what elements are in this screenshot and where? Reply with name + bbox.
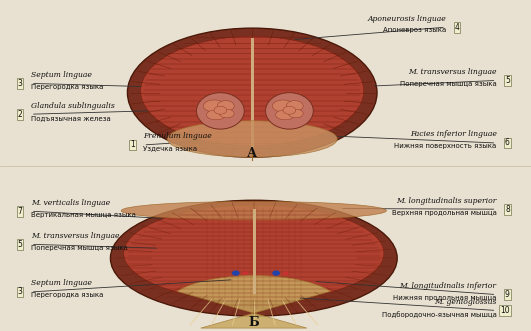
Ellipse shape [272, 100, 294, 112]
Circle shape [273, 271, 279, 275]
Ellipse shape [203, 100, 225, 112]
Text: Нижняя поверхность языка: Нижняя поверхность языка [394, 143, 496, 149]
Ellipse shape [124, 205, 384, 301]
Ellipse shape [266, 93, 313, 129]
Text: Подъязычная железа: Подъязычная железа [31, 115, 110, 120]
Text: А: А [247, 147, 258, 161]
Ellipse shape [276, 110, 295, 120]
Ellipse shape [167, 121, 337, 157]
Ellipse shape [141, 36, 364, 146]
Ellipse shape [127, 28, 377, 157]
Text: Перегородка языка: Перегородка языка [31, 84, 103, 90]
Ellipse shape [110, 200, 397, 316]
Text: 9: 9 [505, 290, 510, 299]
Ellipse shape [214, 106, 227, 114]
Text: 4: 4 [455, 23, 459, 32]
Circle shape [243, 272, 247, 274]
Text: 7: 7 [18, 207, 22, 216]
Text: M. verticalis linguae: M. verticalis linguae [31, 199, 110, 207]
Text: 5: 5 [505, 76, 510, 85]
Ellipse shape [219, 109, 234, 118]
Ellipse shape [121, 201, 387, 220]
Text: Facies inferior linguae: Facies inferior linguae [409, 130, 496, 138]
Polygon shape [177, 276, 330, 328]
Text: M. longitudinalis superior: M. longitudinalis superior [396, 197, 496, 205]
Text: Перегородка языка: Перегородка языка [31, 292, 103, 298]
Text: Вертикальная мышца языка: Вертикальная мышца языка [31, 212, 136, 217]
Text: Frenulum linguae: Frenulum linguae [143, 132, 212, 140]
Text: Поперечная мышца языка: Поперечная мышца языка [31, 245, 127, 251]
Ellipse shape [217, 101, 234, 111]
Text: 8: 8 [505, 205, 510, 214]
Ellipse shape [149, 41, 356, 137]
Circle shape [284, 272, 288, 274]
Text: Glandula sublingualis: Glandula sublingualis [31, 102, 115, 110]
Text: 5: 5 [18, 240, 22, 249]
Text: 3: 3 [18, 287, 22, 297]
Text: 10: 10 [500, 306, 510, 315]
Text: Нижняя продольная мышца: Нижняя продольная мышца [393, 295, 496, 301]
Text: 2: 2 [18, 110, 22, 119]
Text: M. genioglossus: M. genioglossus [434, 298, 496, 306]
Text: M. transversus linguae: M. transversus linguae [408, 68, 496, 76]
Text: Уздечка языка: Уздечка языка [143, 145, 198, 151]
Text: M. longitudinalis inferior: M. longitudinalis inferior [399, 282, 496, 290]
Text: Б: Б [249, 316, 259, 329]
Text: Septum linguae: Septum linguae [31, 279, 92, 287]
Ellipse shape [207, 110, 226, 120]
Circle shape [233, 271, 239, 275]
Text: Aponeurosis linguae: Aponeurosis linguae [367, 15, 446, 23]
Ellipse shape [286, 101, 303, 111]
Text: 6: 6 [505, 138, 510, 148]
Text: Septum linguae: Septum linguae [31, 71, 92, 79]
Ellipse shape [288, 109, 303, 118]
Ellipse shape [283, 106, 296, 114]
Text: Апоневроз языка: Апоневроз языка [383, 27, 446, 33]
Text: 1: 1 [130, 140, 135, 150]
Text: Подбородочно-язычная мышца: Подбородочно-язычная мышца [382, 311, 496, 318]
Text: 3: 3 [18, 79, 22, 88]
Text: M. transversus linguae: M. transversus linguae [31, 232, 119, 240]
Text: Поперечная мышца языка: Поперечная мышца языка [400, 81, 496, 87]
Ellipse shape [196, 93, 244, 129]
Text: Верхняя продольная мышца: Верхняя продольная мышца [391, 210, 496, 215]
